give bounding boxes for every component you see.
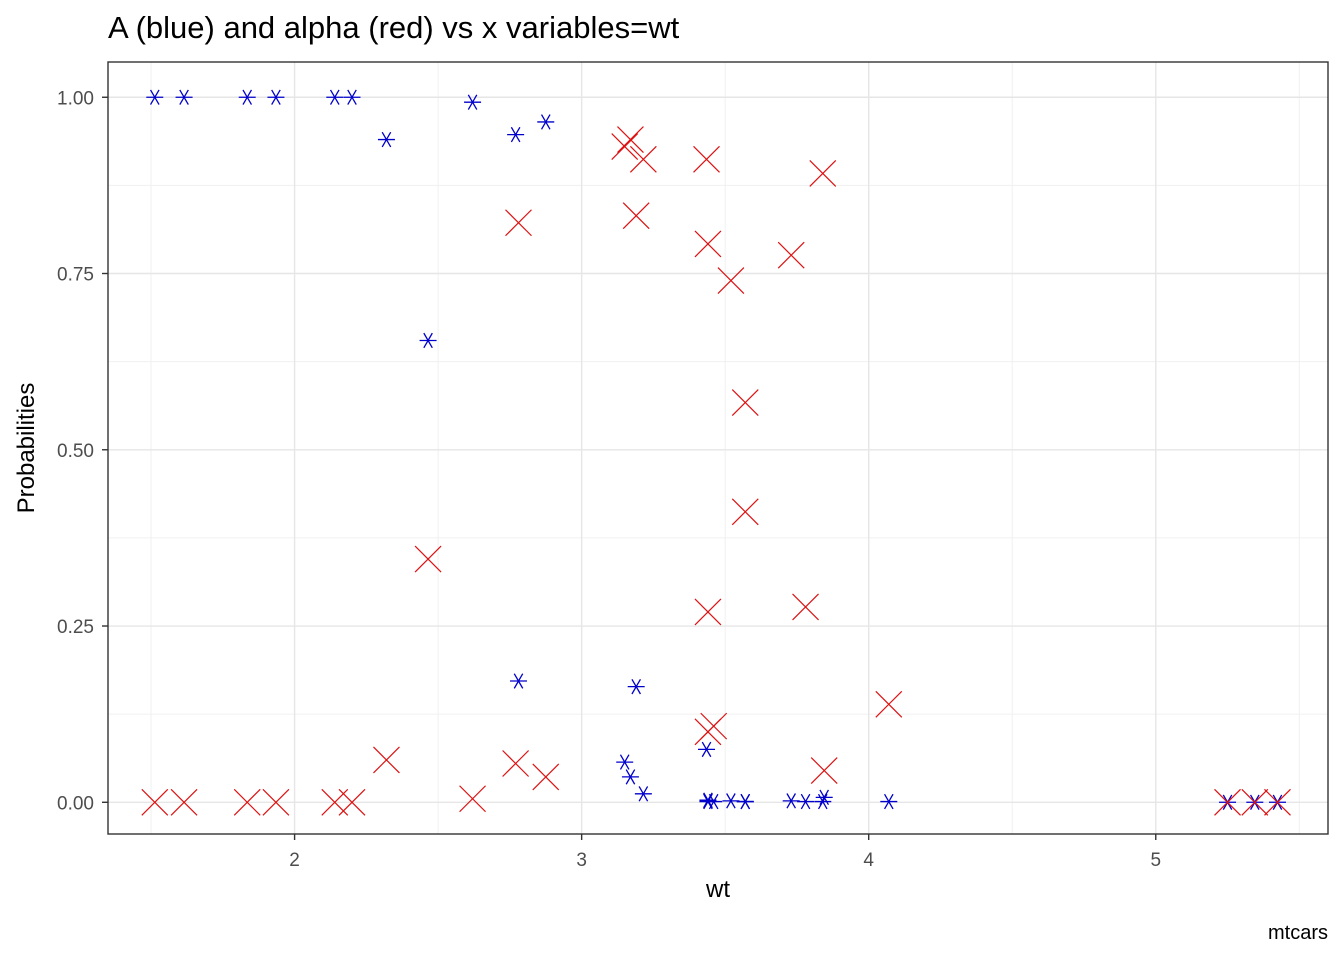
cross-point <box>700 712 728 740</box>
cross-point <box>505 209 532 237</box>
asterisk-point <box>326 89 344 105</box>
data-points <box>141 89 1291 816</box>
asterisk-point <box>797 793 815 810</box>
cross-point <box>1264 788 1291 816</box>
asterisk-point <box>815 789 833 806</box>
cross-point <box>792 593 819 621</box>
cross-point <box>809 159 837 187</box>
cross-point <box>629 145 657 173</box>
asterisk-point <box>880 793 898 810</box>
cross-point <box>617 126 644 153</box>
cross-point <box>170 788 198 816</box>
cross-point <box>810 757 838 784</box>
asterisk-point <box>627 678 645 695</box>
chart-caption: mtcars <box>1268 922 1328 944</box>
asterisk-point <box>698 741 716 758</box>
x-tick-label: 2 <box>289 850 300 871</box>
cross-point <box>233 788 261 816</box>
asterisk-point <box>782 793 800 809</box>
asterisk-point <box>537 114 555 130</box>
cross-point <box>694 230 722 258</box>
cross-point <box>622 202 650 230</box>
asterisk-point <box>722 793 740 809</box>
asterisk-point <box>621 769 639 785</box>
asterisk-point <box>509 673 527 689</box>
cross-point <box>502 750 530 777</box>
x-axis-label: wt <box>706 876 730 903</box>
axis-ticks: 2 3 4 5 0.00 0.25 0.50 0.75 1.00 <box>57 88 1161 871</box>
y-tick-label: 0.75 <box>57 265 94 286</box>
asterisk-point <box>634 786 652 802</box>
asterisk-point <box>814 793 832 810</box>
asterisk-point <box>736 793 754 810</box>
cross-point <box>414 545 442 573</box>
cross-point <box>532 763 560 791</box>
y-tick-label: 0.00 <box>57 793 94 814</box>
chart-title: A (blue) and alpha (red) vs x variables=… <box>108 10 680 45</box>
cross-point <box>731 498 759 526</box>
cross-point <box>262 788 290 816</box>
cross-point <box>875 690 903 718</box>
y-tick-label: 1.00 <box>57 88 94 109</box>
asterisk-point <box>419 332 437 349</box>
cross-point <box>777 241 805 269</box>
panel-border <box>107 61 1329 835</box>
cross-point <box>373 746 400 774</box>
asterisk-point <box>146 89 164 105</box>
cross-point <box>141 788 169 816</box>
asterisk-point <box>343 89 361 105</box>
asterisk-point <box>507 126 525 143</box>
series-2 <box>141 126 1291 816</box>
asterisk-point <box>377 131 395 148</box>
asterisk-point <box>175 89 193 105</box>
cross-point <box>693 145 720 173</box>
cross-point <box>1241 788 1269 816</box>
cross-point <box>717 267 745 294</box>
cross-point <box>1214 788 1241 816</box>
y-tick-label: 0.25 <box>57 617 94 638</box>
asterisk-point <box>267 89 285 105</box>
asterisk-point <box>616 754 634 770</box>
y-tick-label: 0.50 <box>57 441 94 462</box>
x-tick-label: 4 <box>863 850 874 871</box>
cross-point <box>731 389 759 416</box>
cross-point <box>694 598 722 626</box>
x-tick-label: 3 <box>576 850 587 871</box>
x-tick-label: 5 <box>1150 850 1161 871</box>
asterisk-point <box>464 94 482 110</box>
cross-point <box>338 788 366 816</box>
cross-point <box>611 133 639 161</box>
asterisk-point <box>238 89 256 105</box>
asterisk-point <box>705 793 723 810</box>
cross-point <box>459 785 486 813</box>
grid-lines <box>108 62 1328 834</box>
